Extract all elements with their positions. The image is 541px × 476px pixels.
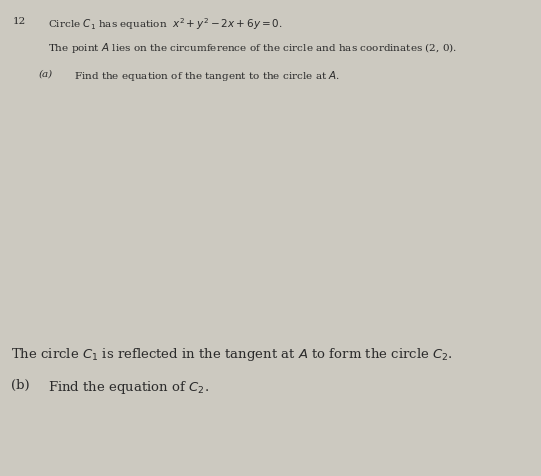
Text: The point $A$ lies on the circumference of the circle and has coordinates (2, 0): The point $A$ lies on the circumference …	[48, 40, 457, 54]
Text: The circle $C_1$ is reflected in the tangent at $A$ to form the circle $C_2$.: The circle $C_1$ is reflected in the tan…	[11, 345, 453, 362]
Text: (b): (b)	[11, 378, 30, 391]
Text: Find the equation of $C_2$.: Find the equation of $C_2$.	[48, 378, 209, 396]
Text: Find the equation of the tangent to the circle at $A$.: Find the equation of the tangent to the …	[74, 69, 340, 83]
Text: Circle $C_1$ has equation  $x^2 + y^2 - 2x + 6y = 0$.: Circle $C_1$ has equation $x^2 + y^2 - 2…	[48, 17, 283, 32]
Text: (a): (a)	[38, 69, 52, 78]
Text: 12: 12	[13, 17, 26, 26]
